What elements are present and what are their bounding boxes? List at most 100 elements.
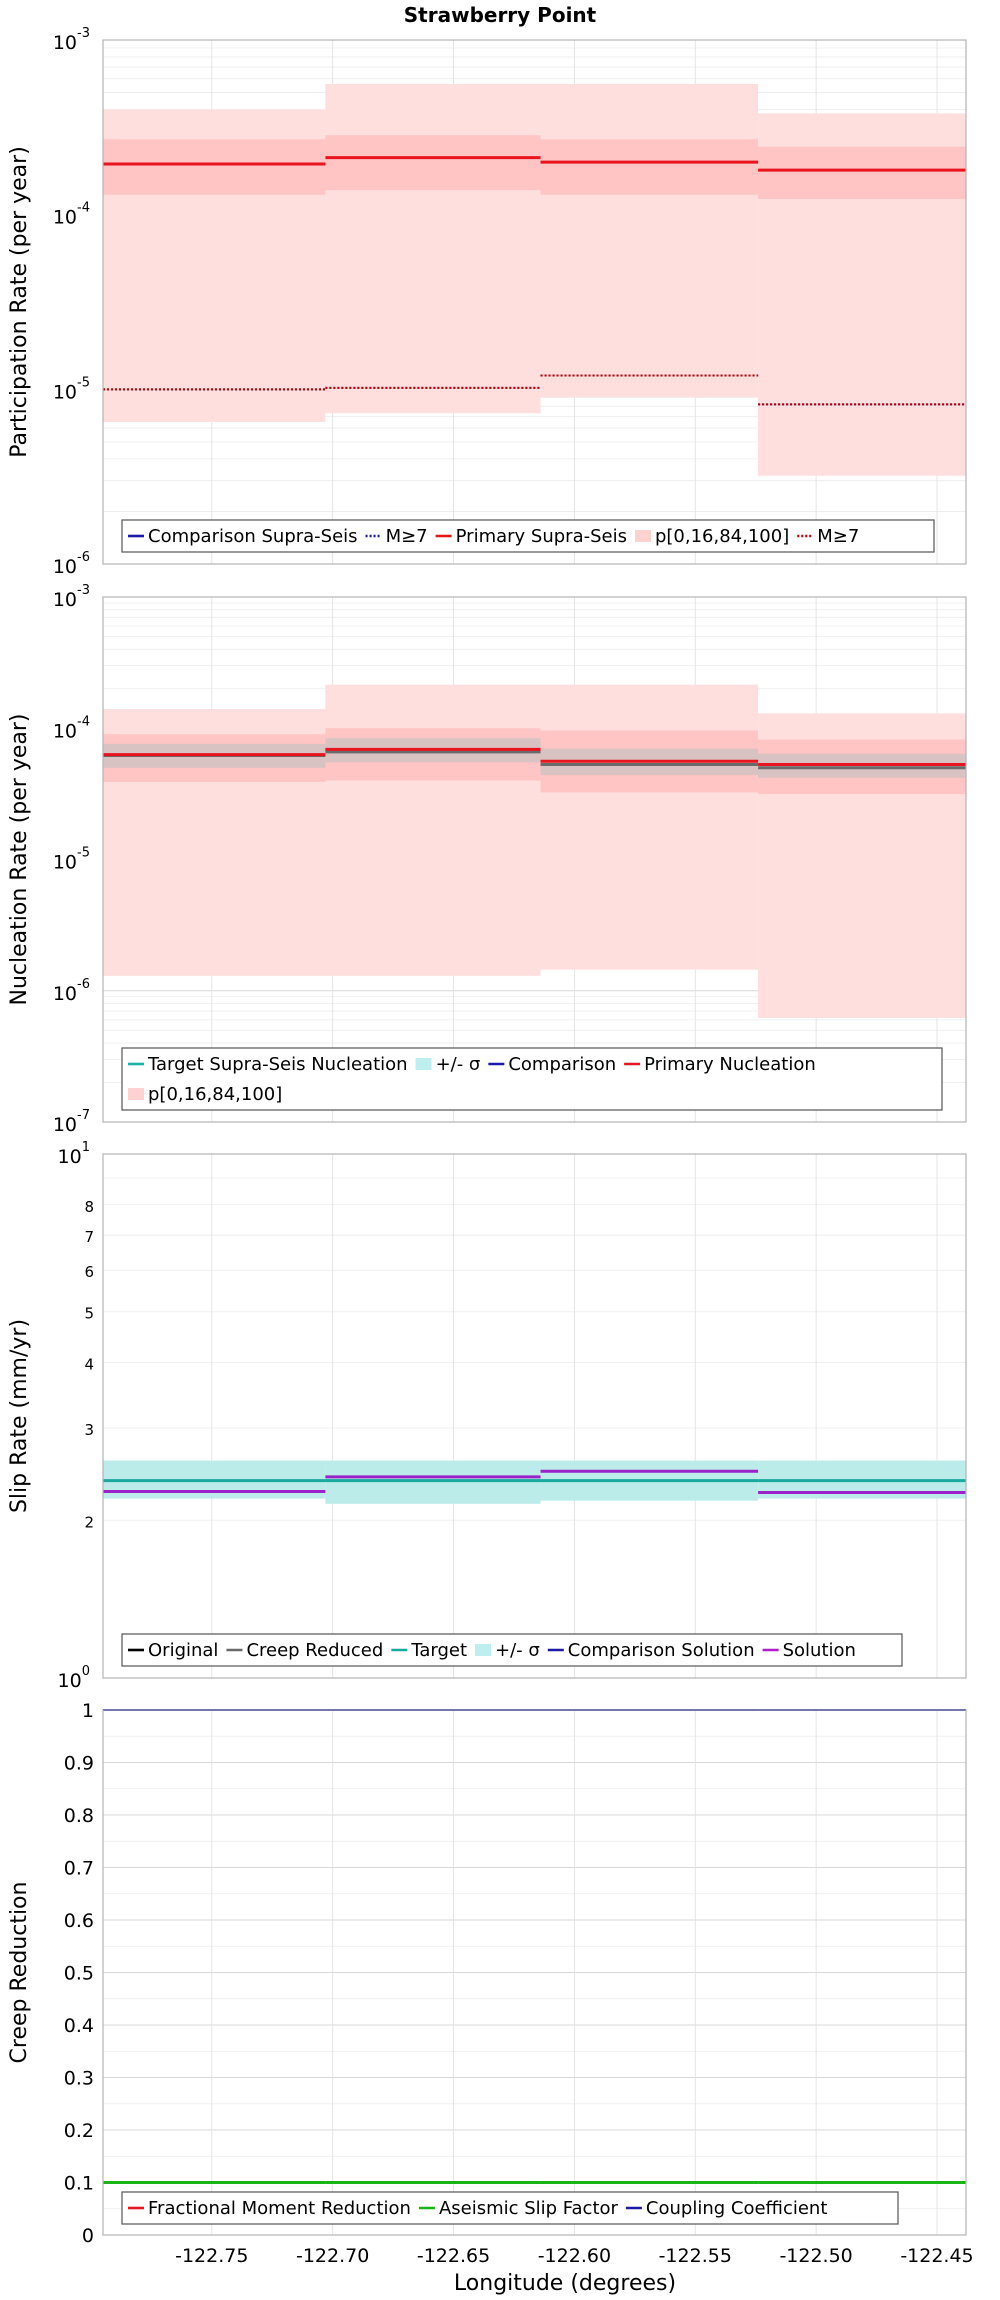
legend-label: Fractional Moment Reduction: [148, 2198, 411, 2219]
tick-base: 10: [53, 381, 77, 403]
x-tick-label: -122.65: [417, 2245, 490, 2267]
x-tick-label: -122.45: [900, 2245, 973, 2267]
legend-item: p[0,16,84,100]: [128, 1084, 282, 1105]
x-tick-label: -122.55: [659, 2245, 732, 2267]
y-tick-labels: 10-310-410-510-6: [53, 26, 90, 578]
plot-frame: [102, 1153, 967, 1679]
tick-exponent: -6: [77, 977, 90, 992]
band-segment: [540, 139, 759, 195]
band-segment: [540, 83, 759, 398]
legend-label: M≥7: [817, 526, 859, 547]
legend-label: Original: [148, 1640, 218, 1661]
y-tick-label: 10-4: [53, 714, 90, 742]
y-tick-label: 5: [84, 1305, 94, 1323]
legend: Comparison Supra-Seis M≥7 Primary Supra-Se…: [121, 519, 935, 553]
legend-swatch: [475, 1644, 491, 1656]
tick-base: 10: [53, 852, 77, 874]
legend-label: Comparison Supra-Seis: [148, 526, 358, 547]
y-tick-label: 0.6: [64, 1910, 94, 1932]
x-tick-label: -122.70: [296, 2245, 369, 2267]
x-tick-label: -122.50: [779, 2245, 852, 2267]
band-segment: [325, 1460, 541, 1504]
tick-base: 10: [53, 589, 77, 611]
plot-frame: [102, 1709, 967, 2236]
legend-swatch: [128, 1088, 144, 1100]
y-tick-label: 0.9: [64, 1753, 94, 1775]
legend-item: +/- σ: [415, 1054, 481, 1075]
y-axis-label: Slip Rate (mm/yr): [7, 1319, 32, 1513]
legend-label: p[0,16,84,100]: [655, 526, 789, 547]
legend-label: +/- σ: [495, 1640, 540, 1661]
legend-item: M≥7: [365, 526, 428, 547]
series-primary-supra-seis: [103, 156, 966, 172]
legend-label: +/- σ: [436, 1054, 481, 1075]
y-tick-label: 4: [84, 1356, 94, 1374]
x-axis-label: Longitude (degrees): [454, 2271, 676, 2296]
tick-base: 10: [53, 207, 77, 229]
y-tick-label: 10-6: [53, 977, 90, 1005]
y-tick-label: 10-3: [53, 26, 90, 54]
y-axis-label: Creep Reduction: [7, 1882, 32, 2064]
y-tick-label: 0.2: [64, 2120, 94, 2142]
legend-item: Creep Reduced: [226, 1640, 383, 1661]
tick-exponent: 0: [82, 1664, 90, 1679]
legend-label: M≥7: [386, 526, 428, 547]
legend-label: Comparison Solution: [568, 1640, 755, 1661]
y-tick-label: 10-5: [53, 846, 90, 874]
y-tick-labels: 10-310-410-510-610-7: [53, 583, 90, 1136]
legend-box: [121, 2191, 899, 2225]
plot-frame: [102, 596, 967, 1123]
tick-exponent: 1: [82, 1140, 90, 1155]
tick-base: 10: [53, 1114, 77, 1136]
y-tick-label: 1: [82, 1700, 94, 1722]
y-tick-label: 0.1: [64, 2173, 94, 2195]
legend-item: M≥7: [797, 526, 859, 547]
legend-label: Coupling Coefficient: [646, 2198, 827, 2219]
legend-item: Comparison Supra-Seis: [128, 526, 358, 547]
band-segment: [540, 684, 759, 970]
legend-label: Target: [410, 1640, 467, 1661]
series-m-7: [103, 374, 966, 406]
y-tick-label: 8: [84, 1198, 94, 1216]
y-tick-label: 0: [82, 2225, 94, 2247]
tick-exponent: -3: [77, 583, 90, 598]
tick-exponent: -5: [77, 846, 90, 861]
band-segment: [325, 728, 541, 781]
legend-item: Target: [391, 1640, 467, 1661]
band-p16-84: [103, 135, 966, 199]
legend-label: Creep Reduced: [246, 1640, 383, 1661]
tick-exponent: -4: [77, 201, 90, 216]
panel-creep: 1 0.9 0.8 0.7 0.6 0.5 0.4 0.3 0.2 0.1 0 Creep Reduc…: [7, 1700, 967, 2247]
chart-title: Strawberry Point: [404, 3, 597, 27]
legend-label: p[0,16,84,100]: [148, 1084, 282, 1105]
legend-label: Primary Supra-Seis: [456, 526, 627, 547]
band-segment: [103, 734, 326, 782]
legend-swatch: [415, 1058, 432, 1070]
band-segment: [325, 135, 541, 191]
gridlines: [103, 1709, 966, 2236]
y-tick-labels: 1 0.9 0.8 0.7 0.6 0.5 0.4 0.3 0.2 0.1 0: [64, 1700, 94, 2247]
y-tick-label: 6: [84, 1263, 94, 1281]
tick-base: 10: [53, 32, 77, 54]
y-tick-label: 0.8: [64, 1805, 94, 1827]
band-segment: [758, 146, 966, 199]
legend-label: Aseismic Slip Factor: [439, 2198, 619, 2219]
legend-item: Comparison Solution: [547, 1640, 755, 1661]
band-target-sigma: [103, 1460, 966, 1504]
y-tick-label: 10-7: [53, 1108, 90, 1136]
tick-base: 10: [58, 1670, 82, 1692]
legend-item: Primary Supra-Seis: [435, 526, 627, 547]
tick-exponent: -3: [77, 26, 90, 41]
tick-base: 10: [53, 556, 77, 578]
legend-label: Solution: [783, 1640, 856, 1661]
y-tick-label: 2: [84, 1513, 94, 1531]
legend-item: Comparison: [488, 1054, 616, 1075]
tick-base: 10: [53, 720, 77, 742]
y-tick-label: 10-5: [53, 375, 90, 403]
legend-item: p[0,16,84,100]: [634, 526, 789, 547]
